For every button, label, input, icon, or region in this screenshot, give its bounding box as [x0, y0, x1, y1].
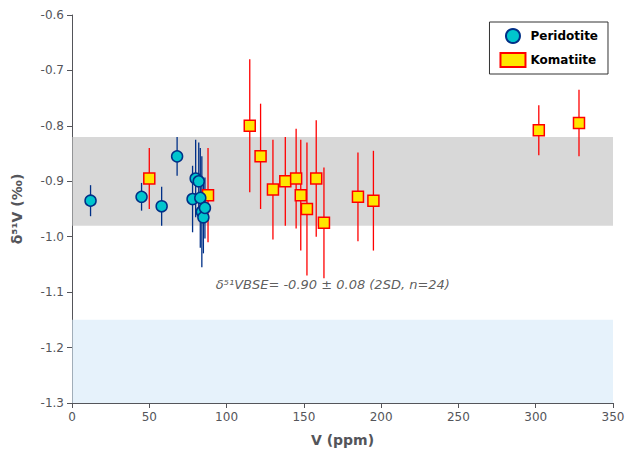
- svg-text:-0.6: -0.6: [41, 8, 64, 22]
- svg-text:350: 350: [602, 410, 625, 424]
- svg-text:-0.8: -0.8: [41, 119, 64, 133]
- svg-text:V (ppm): V (ppm): [311, 432, 374, 448]
- svg-text:δ⁵¹VBSE= -0.90 ± 0.08 (2SD, n=: δ⁵¹VBSE= -0.90 ± 0.08 (2SD, n=24): [216, 277, 450, 292]
- svg-text:300: 300: [524, 410, 547, 424]
- svg-text:100: 100: [215, 410, 238, 424]
- svg-text:200: 200: [370, 410, 393, 424]
- svg-text:-1.2: -1.2: [41, 341, 64, 355]
- svg-text:0: 0: [68, 410, 76, 424]
- svg-text:-0.9: -0.9: [41, 174, 64, 188]
- svg-text:250: 250: [447, 410, 470, 424]
- svg-text:-1.3: -1.3: [41, 396, 64, 410]
- svg-text:-0.7: -0.7: [41, 63, 64, 77]
- svg-text:Komatiite: Komatiite: [530, 53, 596, 67]
- svg-text:δ⁵¹V (‰): δ⁵¹V (‰): [9, 174, 25, 245]
- svg-text:50: 50: [142, 410, 157, 424]
- svg-text:-1.1: -1.1: [41, 285, 64, 299]
- svg-text:150: 150: [292, 410, 315, 424]
- svg-text:-1.0: -1.0: [41, 230, 64, 244]
- svg-text:Peridotite: Peridotite: [530, 29, 598, 43]
